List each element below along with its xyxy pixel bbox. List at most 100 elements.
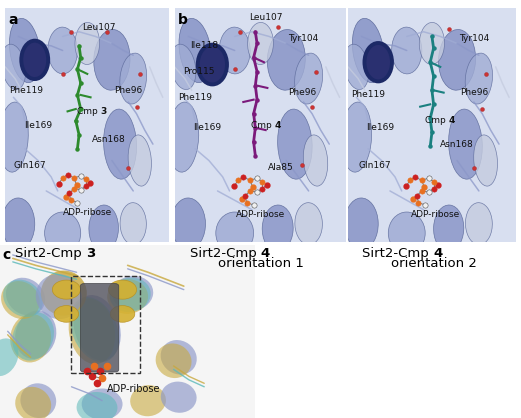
Ellipse shape bbox=[267, 30, 305, 90]
Text: b: b bbox=[178, 13, 188, 27]
Ellipse shape bbox=[0, 102, 28, 172]
Text: ADP-ribose: ADP-ribose bbox=[411, 210, 460, 219]
Text: Sirt2-Cmp: Sirt2-Cmp bbox=[363, 247, 433, 260]
Text: Cmp: Cmp bbox=[425, 116, 449, 125]
Ellipse shape bbox=[219, 27, 250, 74]
Ellipse shape bbox=[449, 109, 482, 179]
Text: c: c bbox=[3, 248, 11, 262]
Circle shape bbox=[198, 45, 227, 84]
Ellipse shape bbox=[474, 135, 498, 186]
Text: 4: 4 bbox=[449, 116, 455, 125]
Ellipse shape bbox=[109, 278, 151, 312]
Ellipse shape bbox=[73, 295, 121, 360]
Text: Phe96: Phe96 bbox=[460, 88, 488, 97]
Text: orientation 1: orientation 1 bbox=[218, 257, 303, 270]
Text: Asn168: Asn168 bbox=[440, 140, 474, 149]
Text: 3: 3 bbox=[86, 247, 95, 260]
Ellipse shape bbox=[352, 18, 384, 83]
Ellipse shape bbox=[303, 135, 328, 186]
Text: Phe119: Phe119 bbox=[351, 90, 385, 99]
Ellipse shape bbox=[433, 205, 464, 252]
Ellipse shape bbox=[439, 30, 476, 90]
Circle shape bbox=[108, 280, 137, 299]
Ellipse shape bbox=[69, 298, 115, 364]
Ellipse shape bbox=[10, 314, 51, 362]
Text: Sirt2-Cmp: Sirt2-Cmp bbox=[15, 247, 86, 260]
Ellipse shape bbox=[89, 205, 118, 252]
Ellipse shape bbox=[70, 297, 119, 362]
Ellipse shape bbox=[104, 109, 137, 179]
Ellipse shape bbox=[15, 387, 51, 418]
Ellipse shape bbox=[294, 53, 322, 104]
Text: Gln167: Gln167 bbox=[14, 161, 46, 170]
Ellipse shape bbox=[6, 278, 45, 316]
Ellipse shape bbox=[344, 44, 369, 89]
Ellipse shape bbox=[20, 383, 56, 418]
Ellipse shape bbox=[77, 392, 117, 418]
Ellipse shape bbox=[160, 340, 197, 375]
Text: Ile169: Ile169 bbox=[193, 123, 221, 132]
Ellipse shape bbox=[130, 385, 166, 416]
Ellipse shape bbox=[36, 274, 82, 319]
Circle shape bbox=[52, 280, 80, 299]
Circle shape bbox=[54, 306, 79, 322]
Bar bbox=[71, 276, 141, 373]
Ellipse shape bbox=[247, 23, 274, 64]
Ellipse shape bbox=[345, 198, 378, 250]
Text: a: a bbox=[8, 13, 18, 27]
Ellipse shape bbox=[45, 212, 81, 254]
Text: Ile169: Ile169 bbox=[24, 121, 52, 130]
Ellipse shape bbox=[113, 276, 153, 311]
Circle shape bbox=[365, 43, 392, 82]
Ellipse shape bbox=[419, 23, 444, 64]
Text: Phe119: Phe119 bbox=[9, 86, 44, 95]
Ellipse shape bbox=[13, 312, 54, 361]
Circle shape bbox=[110, 306, 135, 322]
Text: Ile169: Ile169 bbox=[366, 123, 394, 132]
Text: ADP-ribose: ADP-ribose bbox=[236, 210, 285, 219]
Circle shape bbox=[21, 41, 48, 79]
Text: Gln167: Gln167 bbox=[358, 161, 391, 170]
Ellipse shape bbox=[161, 382, 196, 413]
Ellipse shape bbox=[3, 280, 43, 317]
Ellipse shape bbox=[216, 212, 254, 254]
Ellipse shape bbox=[75, 23, 100, 64]
Text: Ala85: Ala85 bbox=[268, 163, 294, 172]
FancyBboxPatch shape bbox=[80, 283, 119, 372]
Text: Sirt2-Cmp: Sirt2-Cmp bbox=[190, 247, 260, 260]
Text: Cmp: Cmp bbox=[251, 121, 274, 130]
Ellipse shape bbox=[465, 53, 492, 104]
Ellipse shape bbox=[392, 27, 422, 74]
Ellipse shape bbox=[388, 212, 425, 254]
Text: Ile118: Ile118 bbox=[190, 41, 218, 50]
Text: Tyr104: Tyr104 bbox=[288, 34, 319, 43]
Ellipse shape bbox=[41, 270, 87, 316]
Ellipse shape bbox=[107, 279, 148, 314]
Ellipse shape bbox=[179, 18, 212, 83]
Text: Leu107: Leu107 bbox=[249, 13, 282, 22]
Text: Asn168: Asn168 bbox=[92, 135, 126, 144]
Ellipse shape bbox=[15, 311, 56, 359]
Text: Leu107: Leu107 bbox=[82, 23, 116, 32]
Ellipse shape bbox=[120, 203, 146, 245]
Ellipse shape bbox=[341, 102, 371, 172]
Text: orientation 2: orientation 2 bbox=[391, 257, 476, 270]
Ellipse shape bbox=[48, 27, 78, 74]
Ellipse shape bbox=[168, 102, 199, 172]
Ellipse shape bbox=[278, 109, 312, 179]
Ellipse shape bbox=[170, 44, 196, 89]
Text: Tyr104: Tyr104 bbox=[458, 34, 489, 43]
Ellipse shape bbox=[171, 198, 205, 250]
Ellipse shape bbox=[262, 205, 293, 252]
Text: Phe96: Phe96 bbox=[114, 86, 142, 95]
Text: 4: 4 bbox=[260, 247, 270, 260]
Ellipse shape bbox=[156, 344, 192, 378]
Text: Pro115: Pro115 bbox=[183, 67, 214, 76]
Ellipse shape bbox=[128, 135, 152, 186]
Text: 4: 4 bbox=[433, 247, 443, 260]
Text: Phe96: Phe96 bbox=[288, 88, 316, 97]
Text: Phe119: Phe119 bbox=[178, 93, 212, 102]
Ellipse shape bbox=[1, 44, 26, 89]
Ellipse shape bbox=[9, 18, 40, 83]
Ellipse shape bbox=[0, 339, 18, 376]
